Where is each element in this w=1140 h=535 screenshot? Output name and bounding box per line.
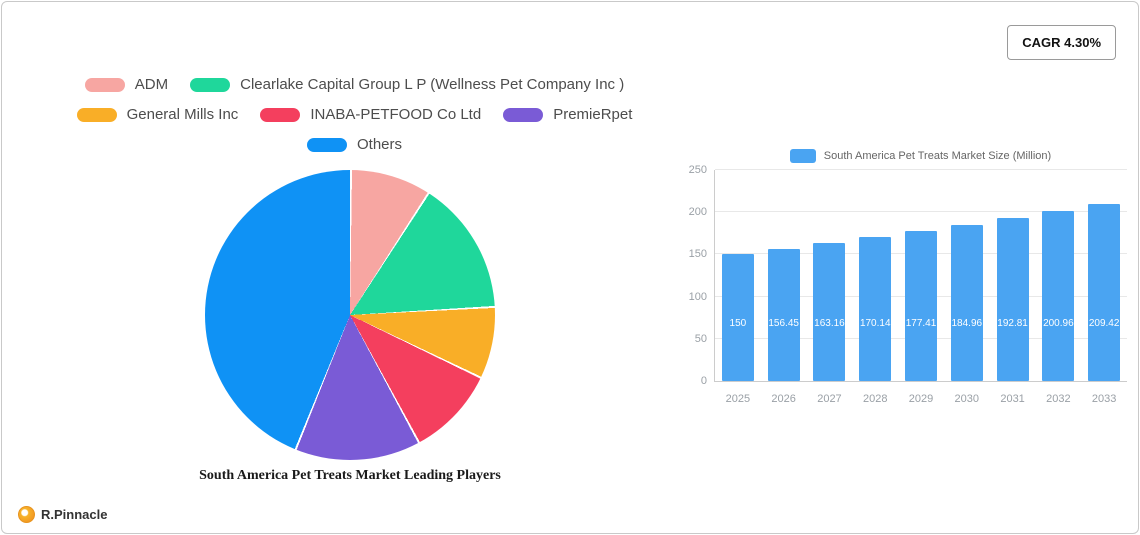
bar-slot: 156.45 2026 [761,170,807,405]
legend-label: INABA-PETFOOD Co Ltd [310,106,482,123]
legend-label: General Mills Inc [126,106,239,123]
legend-item[interactable]: General Mills Inc [76,106,239,123]
bar-value-label: 192.81 [997,318,1028,329]
brand-logo-text: R.Pinnacle [41,507,108,522]
gridline [715,211,1127,213]
bar[interactable]: 192.81 [996,218,1029,381]
bar-legend-swatch [789,149,816,163]
bar-slot: 163.16 2027 [807,170,853,405]
brand-logo: R.Pinnacle [18,506,107,523]
x-axis-label: 2033 [1091,393,1117,405]
brand-logo-icon [18,506,35,523]
legend-label: ADM [134,76,169,93]
legend-swatch [76,107,117,122]
legend-swatch [84,77,125,92]
legend-item[interactable]: Clearlake Capital Group L P (Wellness Pe… [190,76,624,93]
legend-swatch [503,107,544,122]
bar-value-label: 150 [729,318,747,329]
bar-value-label: 170.14 [859,318,891,329]
x-axis-label: 2029 [908,393,934,405]
bar[interactable]: 177.41 [905,231,938,381]
bar[interactable]: 170.14 [859,237,892,381]
legend-label: Clearlake Capital Group L P (Wellness Pe… [240,76,625,93]
y-tick-label: 0 [700,375,707,387]
bar[interactable]: 200.96 [1042,211,1075,381]
bar[interactable]: 156.45 [767,248,800,381]
bar-slot: 177.41 2029 [898,170,944,405]
x-axis-label: 2032 [1046,393,1071,405]
bar-legend-label: South America Pet Treats Market Size (Mi… [823,150,1052,162]
legend-item[interactable]: PremieRpet [503,106,632,123]
bar-value-label: 163.16 [814,318,845,329]
bar-slot: 192.81 2031 [990,170,1036,405]
bar-value-label: 209.42 [1088,318,1120,329]
pie-chart[interactable] [205,170,495,460]
legend-label: Others [356,136,402,153]
legend-swatch [190,77,231,92]
x-axis-label: 2027 [817,393,842,405]
pie-title: South America Pet Treats Market Leading … [199,468,501,483]
y-tick-label: 200 [688,206,707,219]
x-axis-label: 2031 [1000,393,1025,405]
bar[interactable]: 150 [721,254,754,381]
legend-swatch [306,137,347,152]
bar-value-label: 156.45 [768,318,799,329]
pie-legend: ADM Clearlake Capital Group L P (Wellness… [32,76,677,153]
bar-value-label: 177.41 [905,318,937,329]
legend-label: PremieRpet [553,106,633,123]
gridline [715,169,1127,170]
bar-chart-legend[interactable]: South America Pet Treats Market Size (Mi… [714,149,1127,163]
x-axis-label: 2028 [862,393,888,405]
bar[interactable]: 184.96 [950,224,983,381]
y-tick-label: 50 [694,332,707,345]
x-axis-label: 2026 [771,393,796,405]
legend-item[interactable]: Others [306,136,402,153]
legend-item[interactable]: INABA-PETFOOD Co Ltd [260,106,481,123]
bar-value-label: 200.96 [1043,318,1074,329]
bar-slot: 170.14 2028 [852,170,898,405]
y-tick-label: 100 [688,290,707,303]
bar-slot: 184.96 2030 [944,170,990,405]
bar-value-label: 184.96 [951,318,983,329]
bar-chart: 0 50 100 150 200 250 150 2025 156.45 2026 163.16 2… [689,164,1127,405]
y-tick-label: 150 [688,248,707,261]
bar-slot: 200.96 2032 [1035,170,1081,405]
x-axis-label: 2030 [954,393,980,405]
x-axis-label: 2025 [725,393,751,405]
bar-slot: 209.42 2033 [1081,170,1127,405]
bars-row: 150 2025 156.45 2026 163.16 2027 170.14 2028 177… [715,170,1127,405]
bar-slot: 150 2025 [715,170,761,405]
bar[interactable]: 163.16 [813,243,846,381]
bar[interactable]: 209.42 [1088,204,1121,381]
y-tick-label: 250 [688,164,707,176]
legend-swatch [260,107,301,122]
legend-item[interactable]: ADM [84,76,169,93]
cagr-badge: CAGR 4.30% [1007,25,1116,60]
